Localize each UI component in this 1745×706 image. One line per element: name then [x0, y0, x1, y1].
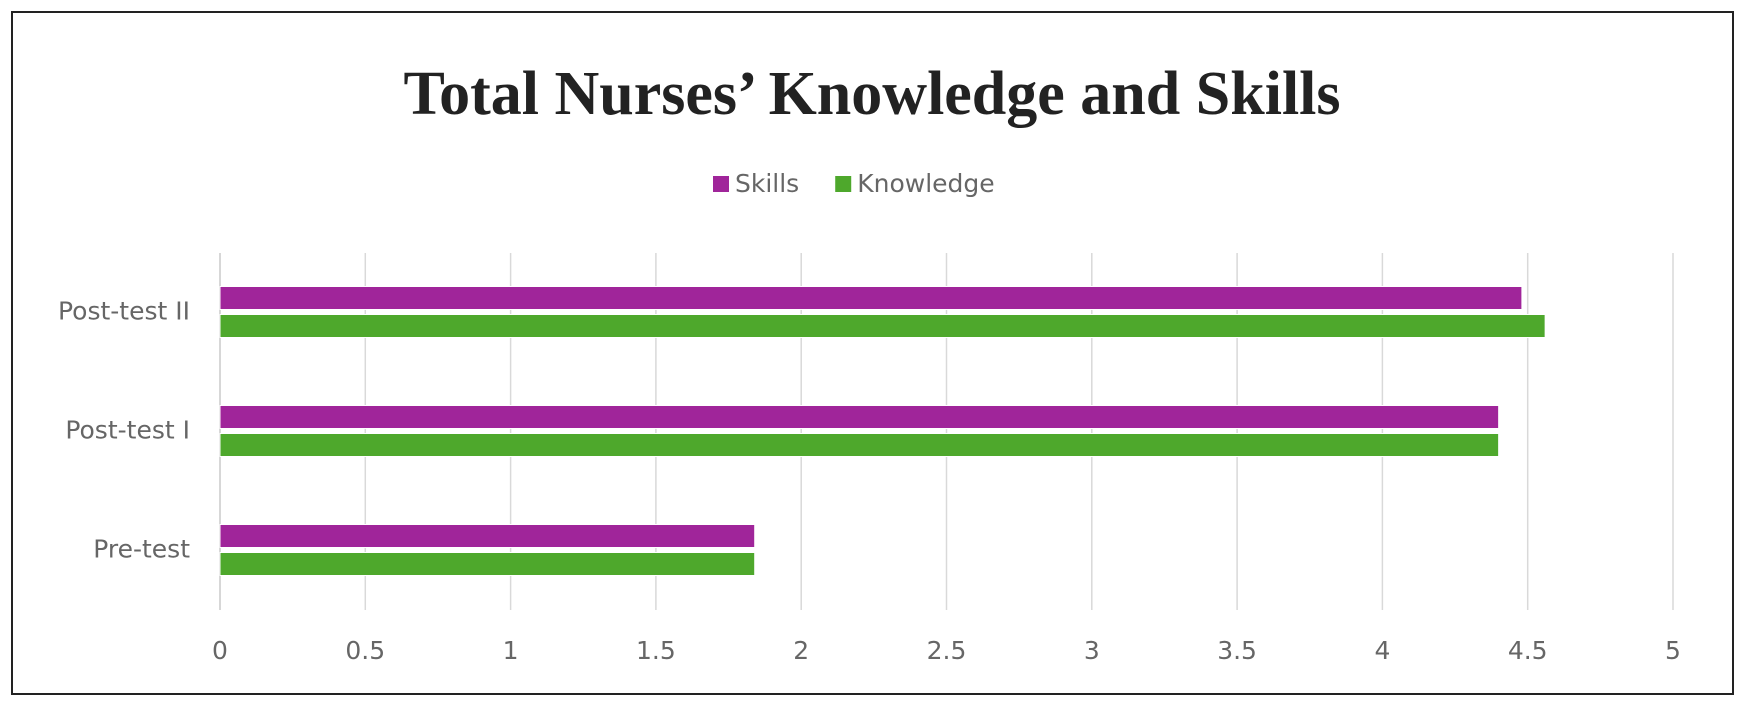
y-tick-label: Post-test II — [58, 297, 190, 326]
bar — [219, 552, 756, 576]
x-tick-label: 1 — [503, 636, 519, 665]
x-tick-label: 0 — [212, 636, 228, 665]
legend-swatch — [835, 176, 852, 192]
x-tick-label: 4 — [1374, 636, 1390, 665]
x-tick-label: 4.5 — [1508, 636, 1548, 665]
x-tick-label: 2.5 — [927, 636, 967, 665]
chart-title: Total Nurses’ Knowledge and Skills — [403, 60, 1340, 128]
legend-label: Knowledge — [857, 169, 994, 198]
x-tick-label: 3.5 — [1217, 636, 1257, 665]
legend-label: Skills — [735, 169, 799, 198]
x-tick-label: 0.5 — [345, 636, 385, 665]
legend-swatch — [713, 176, 729, 192]
x-tick-label: 5 — [1665, 636, 1681, 665]
bar — [219, 405, 1500, 429]
bar — [219, 314, 1546, 338]
chart-frame — [11, 11, 1734, 695]
x-tick-label: 2 — [793, 636, 809, 665]
bar — [219, 524, 756, 548]
y-tick-label: Post-test I — [65, 416, 190, 445]
bar — [219, 286, 1523, 310]
bar — [219, 433, 1500, 457]
x-tick-label: 3 — [1084, 636, 1100, 665]
x-tick-label: 1.5 — [636, 636, 676, 665]
y-tick-label: Pre-test — [93, 535, 190, 564]
